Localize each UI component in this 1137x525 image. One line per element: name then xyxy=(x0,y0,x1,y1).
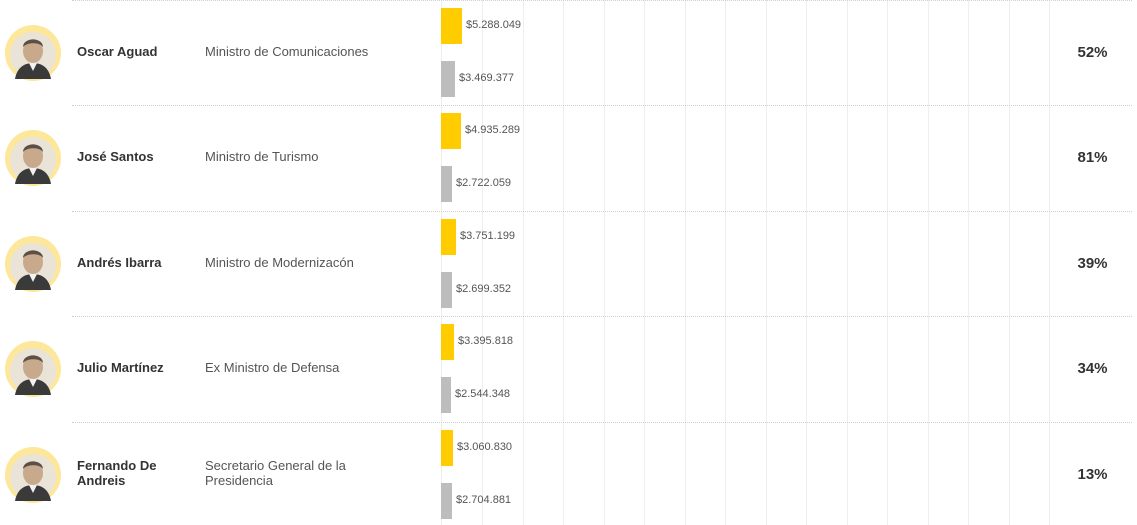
percent-change: 34% xyxy=(1077,360,1108,377)
avatar xyxy=(5,130,61,186)
official-row: Oscar Aguad Ministro de Comunicaciones $5.… xyxy=(0,0,1137,105)
current-value-label: $3.751.199 xyxy=(460,230,516,242)
official-role: Ministro de Modernizacón xyxy=(205,255,354,270)
official-role: Secretario General de la Presidencia xyxy=(205,458,346,488)
official-name: Fernando De Andreis xyxy=(77,458,157,488)
official-name: José Santos xyxy=(77,149,154,164)
current-value-label: $3.395.818 xyxy=(458,335,514,347)
avatar xyxy=(5,25,61,81)
row-separator xyxy=(72,422,1132,423)
current-value-label: $4.935.289 xyxy=(465,124,521,136)
previous-value-label: $2.544.348 xyxy=(455,388,511,400)
official-role: Ministro de Turismo xyxy=(205,149,319,164)
avatar xyxy=(5,236,61,292)
current-value-bar xyxy=(441,219,456,255)
percent-change: 52% xyxy=(1077,44,1108,61)
official-row: José Santos Ministro de Turismo $4.935.289… xyxy=(0,105,1137,210)
percent-change: 39% xyxy=(1077,255,1108,272)
percent-change: 13% xyxy=(1077,466,1108,483)
avatar xyxy=(5,341,61,397)
current-value-bar xyxy=(441,324,454,360)
current-value-label: $3.060.830 xyxy=(457,441,513,453)
current-value-bar xyxy=(441,430,453,466)
previous-value-label: $2.704.881 xyxy=(456,494,512,506)
previous-value-bar xyxy=(441,61,455,97)
row-separator xyxy=(72,105,1132,106)
current-value-bar xyxy=(441,8,462,44)
row-separator xyxy=(72,0,1132,1)
row-separator xyxy=(72,316,1132,317)
previous-value-label: $2.699.352 xyxy=(456,283,512,295)
current-value-bar xyxy=(441,113,461,149)
previous-value-label: $2.722.059 xyxy=(456,177,512,189)
official-role: Ex Ministro de Defensa xyxy=(205,360,340,375)
official-role: Ministro de Comunicaciones xyxy=(205,44,369,59)
previous-value-bar xyxy=(441,166,452,202)
previous-value-bar xyxy=(441,483,452,519)
previous-value-label: $3.469.377 xyxy=(459,72,515,84)
avatar xyxy=(5,447,61,503)
current-value-label: $5.288.049 xyxy=(466,19,522,31)
row-separator xyxy=(72,211,1132,212)
official-name: Oscar Aguad xyxy=(77,44,158,59)
official-name: Andrés Ibarra xyxy=(77,255,162,270)
official-row: Fernando De Andreis Secretario General de… xyxy=(0,422,1137,525)
previous-value-bar xyxy=(441,377,451,413)
percent-change: 81% xyxy=(1077,149,1108,166)
official-row: Julio Martínez Ex Ministro de Defensa $3.3… xyxy=(0,316,1137,421)
previous-value-bar xyxy=(441,272,452,308)
official-row: Andrés Ibarra Ministro de Modernizacón $3.… xyxy=(0,211,1137,316)
official-name: Julio Martínez xyxy=(77,360,164,375)
